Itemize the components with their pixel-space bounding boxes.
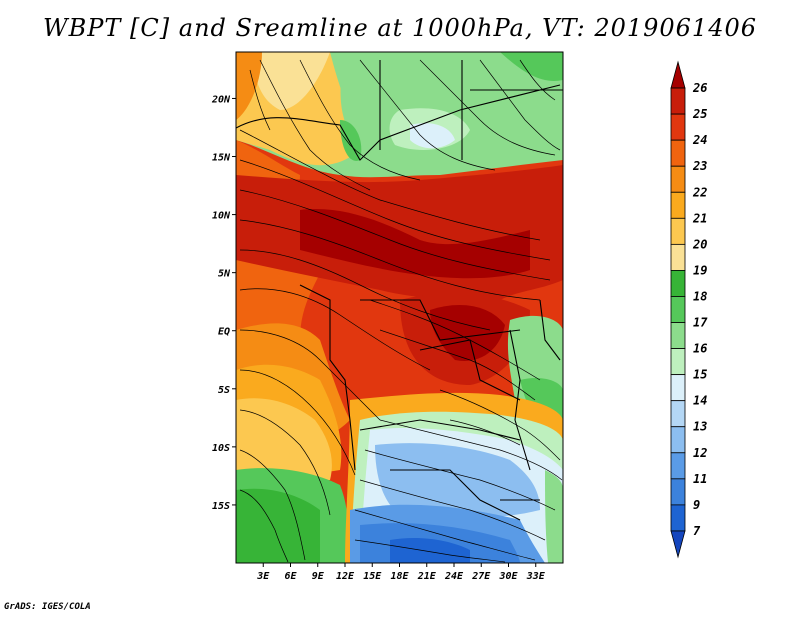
colorbar-label: 23	[692, 159, 707, 173]
colorbar-swatch	[670, 374, 686, 402]
colorbar-swatch	[670, 478, 686, 506]
lat-tick-label: 15S	[212, 501, 230, 512]
colorbar-swatch	[670, 191, 686, 219]
lon-tick-label: 30E	[498, 571, 518, 582]
colorbar: 26 25 24 23 22 21 20 19 18 17 16 15 14 13 12 11 9 7	[670, 60, 708, 559]
lon-tick-label: 15E	[363, 571, 382, 582]
colorbar-label: 26	[692, 81, 707, 95]
chart-title: WBPT [C] and Sreamline at 1000hPa, VT: 2…	[42, 14, 758, 42]
colorbar-swatch	[670, 139, 686, 167]
colorbar-swatch	[670, 322, 686, 349]
lon-tick-label: 9E	[312, 571, 325, 582]
borders	[236, 60, 563, 521]
colorbar-label: 9	[693, 498, 700, 512]
lon-tick-label: 27E	[471, 571, 491, 582]
lat-tick-label: EQ	[218, 327, 230, 338]
colorbar-swatch	[670, 400, 686, 428]
lat-tick-label: 5S	[218, 385, 230, 396]
latitude-axis: 20N 15N 10N 5N EQ 5S 10S 15S	[211, 94, 236, 512]
colorbar-label: 18	[693, 289, 707, 303]
colorbar-label: 14	[693, 394, 707, 408]
colorbar-swatch	[670, 165, 686, 193]
colorbar-swatch	[670, 217, 686, 245]
lon-tick-label: 18E	[390, 571, 409, 582]
grads-credit: GrADS: IGES/COLA	[4, 602, 91, 612]
colorbar-label: 11	[693, 472, 707, 486]
colorbar-label: 22	[692, 185, 707, 199]
colorbar-swatch	[670, 270, 686, 297]
colorbar-label: 25	[692, 107, 707, 121]
lat-tick-label: 5N	[218, 269, 231, 280]
colorbar-swatch	[670, 60, 686, 89]
colorbar-label: 17	[693, 316, 708, 330]
colorbar-swatch	[670, 504, 686, 532]
colorbar-label: 19	[693, 263, 707, 277]
longitude-axis: 3E 6E 9E 12E 15E 18E 21E 24E 27E 30E 33E	[256, 563, 546, 582]
colorbar-swatch	[670, 348, 686, 376]
colorbar-label: 13	[693, 420, 707, 434]
lon-tick-label: 6E	[284, 571, 297, 582]
lat-tick-label: 20N	[211, 94, 231, 105]
colorbar-label: 15	[693, 368, 707, 382]
colorbar-swatch	[670, 113, 686, 141]
lat-tick-label: 10N	[212, 211, 231, 222]
lat-tick-label: 10S	[212, 443, 230, 454]
colorbar-swatch	[670, 243, 686, 271]
lat-tick-label: 15N	[212, 153, 231, 164]
lon-tick-label: 3E	[256, 571, 270, 582]
lon-tick-label: 33E	[526, 571, 546, 582]
colorbar-swatch	[670, 452, 686, 480]
colorbar-label: 16	[693, 342, 707, 356]
lon-tick-label: 12E	[336, 571, 355, 582]
colorbar-swatch	[670, 426, 686, 454]
colorbar-swatch	[670, 530, 686, 559]
colorbar-label: 21	[692, 211, 707, 225]
colorbar-label: 12	[693, 446, 707, 460]
colorbar-label: 24	[692, 133, 707, 147]
colorbar-label: 20	[692, 237, 707, 251]
colorbar-swatch	[670, 296, 686, 323]
colorbar-swatch	[670, 87, 686, 115]
colorbar-label: 7	[693, 524, 701, 538]
lon-tick-label: 21E	[417, 571, 437, 582]
wbpt-field	[236, 52, 563, 563]
lon-tick-label: 24E	[444, 571, 464, 582]
